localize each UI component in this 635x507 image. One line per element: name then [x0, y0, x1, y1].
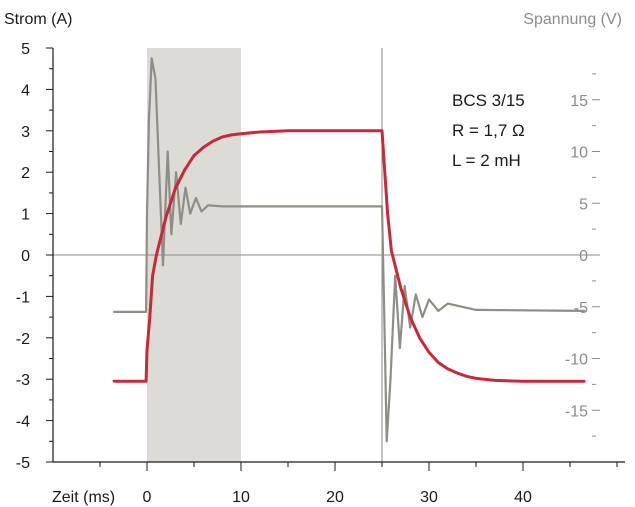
left-tick-label: -1 — [16, 289, 30, 306]
x-tick-label: 40 — [514, 489, 532, 506]
right-tick-label: 15 — [570, 93, 588, 110]
annotation-resistance: R = 1,7 Ω — [452, 121, 525, 140]
left-axis-ticks: 5 4 3 2 1 0 -1 -2 -3 -4 -5 — [16, 41, 53, 472]
right-tick-label: -5 — [574, 300, 588, 317]
right-tick-label: 10 — [570, 145, 588, 162]
left-tick-label: 1 — [21, 207, 30, 224]
current-series-line — [112, 129, 586, 383]
left-tick-label: 3 — [21, 124, 30, 141]
right-tick-label: -15 — [565, 403, 588, 420]
left-tick-label: -5 — [16, 455, 30, 472]
left-tick-label: 4 — [21, 82, 30, 99]
left-tick-label: 5 — [21, 41, 30, 58]
left-tick-label: 0 — [21, 248, 30, 265]
right-tick-label: -10 — [565, 352, 588, 369]
voltage-series-line — [113, 57, 586, 443]
series-group — [112, 57, 586, 443]
x-axis-ticks: 0 10 20 30 40 — [99, 462, 618, 506]
annotation-inductance: L = 2 mH — [452, 151, 521, 170]
x-tick-label: 10 — [232, 489, 250, 506]
right-tick-label: 5 — [579, 196, 588, 213]
grid-lines — [53, 48, 592, 462]
right-axis-ticks: 15 10 5 0 -5 -10 -15 — [565, 73, 600, 437]
right-axis-label: Spannung (V) — [523, 11, 622, 28]
x-tick-label: 20 — [326, 489, 344, 506]
left-tick-label: 2 — [21, 165, 30, 182]
x-tick-label: 0 — [143, 489, 152, 506]
right-tick-label: 0 — [579, 248, 588, 265]
x-tick-label: 30 — [420, 489, 438, 506]
annotation-model: BCS 3/15 — [452, 91, 525, 110]
left-axis-label: Strom (A) — [4, 11, 72, 28]
left-tick-label: -2 — [16, 331, 30, 348]
x-axis-label: Zeit (ms) — [52, 489, 115, 506]
left-tick-label: -3 — [16, 372, 30, 389]
left-tick-label: -4 — [16, 414, 30, 431]
